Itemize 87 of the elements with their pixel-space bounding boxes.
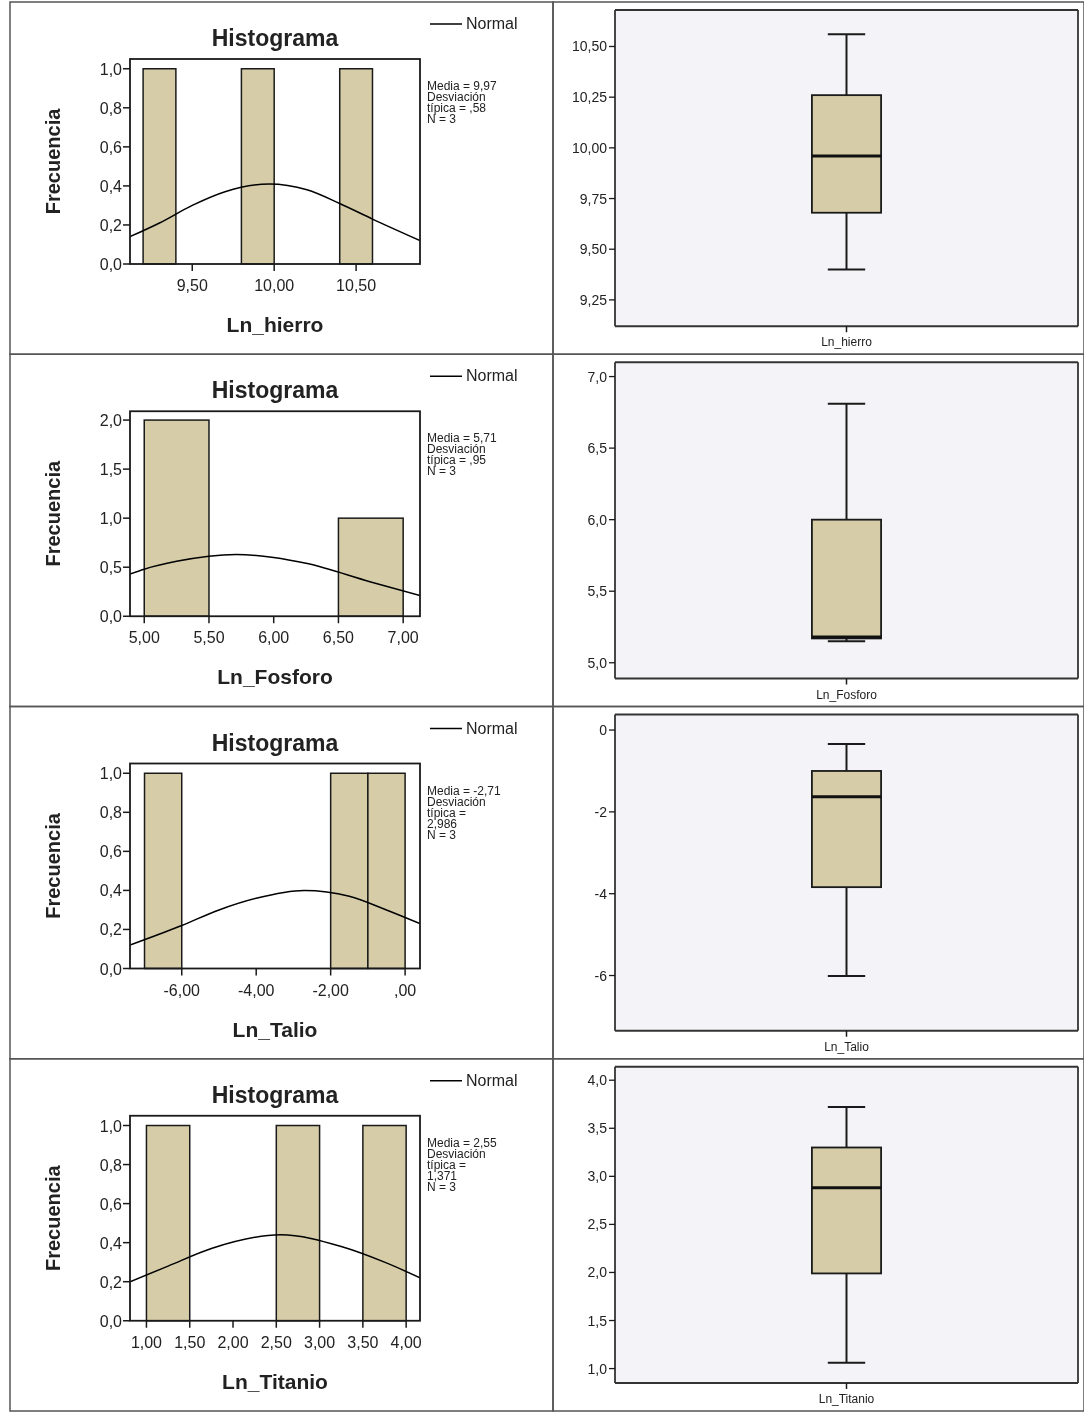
y-axis-title: Frecuencia [42,107,64,215]
y-tick-label: 1,5 [587,1312,608,1329]
y-tick-label: 9,50 [579,241,608,258]
y-tick-label: 0,4 [99,177,123,195]
x-tick-label: -4,00 [237,981,275,999]
x-tick-label: 3,50 [347,1333,379,1351]
line-series [130,183,420,242]
y-tick-label: 1,0 [587,1360,608,1377]
y-tick-label: 0,8 [99,1156,123,1174]
line-series [130,1234,420,1283]
y-tick-label: 1,0 [99,765,123,783]
x-tick-label: 2,00 [217,1333,249,1351]
y-axis-title: Frecuencia [42,812,64,919]
y-tick-label: 1,0 [99,510,123,528]
x-tick-label: 10,50 [336,277,377,294]
y-tick-label: 0,0 [99,256,123,273]
y-tick-label: 3,0 [587,1168,608,1185]
y-tick-label: 0,2 [99,216,123,234]
x-tick-label: 6,50 [322,629,355,647]
x-axis-title: Ln_hierro [226,313,324,336]
x-tick-label: 5,50 [193,629,225,647]
y-tick-label: 4,0 [587,1072,608,1089]
text: Media = 9,97 [427,79,498,93]
y-tick-label: -2 [594,803,608,820]
x-axis-title: Ln_Talio [232,1017,318,1041]
y-tick-label: 1,0 [99,1117,123,1135]
y-tick-label: 0,6 [99,843,123,861]
x-axis-title: Ln_Titanio [222,1369,328,1393]
y-tick-label: 10,25 [571,89,608,106]
y-tick-label: 2,5 [587,1216,608,1233]
y-tick-label: 3,5 [587,1120,608,1137]
line-series [130,889,420,946]
x-tick-label: 1,50 [174,1333,206,1351]
y-tick-label: 7,0 [587,368,608,385]
x-tick-label: -2,00 [312,981,349,999]
y-axis-title: Frecuencia [42,460,64,567]
y-tick-label: 0,6 [99,138,123,156]
chart-title: Histograma [211,729,339,756]
y-tick-label: 0,0 [99,960,123,978]
x-tick-label: 3,00 [304,1333,336,1351]
y-tick-label: 0,4 [99,882,123,900]
y-tick-label: 1,0 [99,60,123,78]
y-tick-label: 10,50 [571,38,608,55]
x-tick-label: 7,00 [387,629,419,647]
y-tick-label: 2,0 [587,1264,608,1281]
chart-title: Histograma [211,1081,339,1108]
y-tick-label: 9,25 [579,291,608,308]
y-tick-label: 0,0 [99,1312,123,1330]
y-tick-label: 6,5 [587,440,608,457]
y-tick-label: 2,0 [99,412,123,430]
legend-label: Normal [466,15,518,32]
x-tick-label: 5,00 [128,629,160,647]
text: Desviación típica = ,58 [427,90,487,115]
y-tick-label: 0,6 [99,1195,123,1213]
x-tick-label: ,00 [393,981,417,999]
y-tick-label: 0,0 [99,608,123,626]
y-tick-label: 0,8 [99,804,123,822]
y-tick-label: 5,0 [587,654,608,671]
legend-label: Normal [466,1071,518,1089]
y-tick-label: 1,5 [99,461,123,479]
line-series [130,553,420,597]
y-tick-label: -6 [594,967,608,984]
legend-label: Normal [466,367,518,385]
y-tick-label: 6,0 [587,511,608,528]
chart-title: Histograma [211,377,339,404]
y-tick-label: 5,5 [587,583,608,600]
y-tick-label: -4 [594,885,608,902]
x-tick-label: 1,00 [130,1333,163,1351]
chart-title: Histograma [211,25,339,51]
y-tick-label: 0,2 [99,921,123,939]
y-tick-label: 0,5 [99,559,123,577]
x-tick-label: 10,00 [254,277,295,294]
y-tick-label: 0,8 [99,99,123,117]
y-tick-label: 0 [599,722,608,739]
y-tick-label: 0,2 [99,1273,123,1291]
x-tick-label: -6,00 [163,981,201,999]
y-tick-label: 9,75 [579,190,608,207]
x-axis-title: Ln_Fosforo [217,665,333,689]
y-tick-label: 0,4 [99,1234,123,1252]
x-tick-label: 9,50 [176,277,208,294]
text: Desviación típica = ,95 [427,442,487,468]
y-axis-title: Frecuencia [42,1164,64,1272]
x-tick-label: 6,00 [258,629,290,647]
x-tick-label: 2,50 [260,1333,292,1351]
y-tick-label: 10,00 [571,139,608,156]
legend-label: Normal [466,719,518,737]
x-tick-label: 4,00 [390,1333,422,1351]
